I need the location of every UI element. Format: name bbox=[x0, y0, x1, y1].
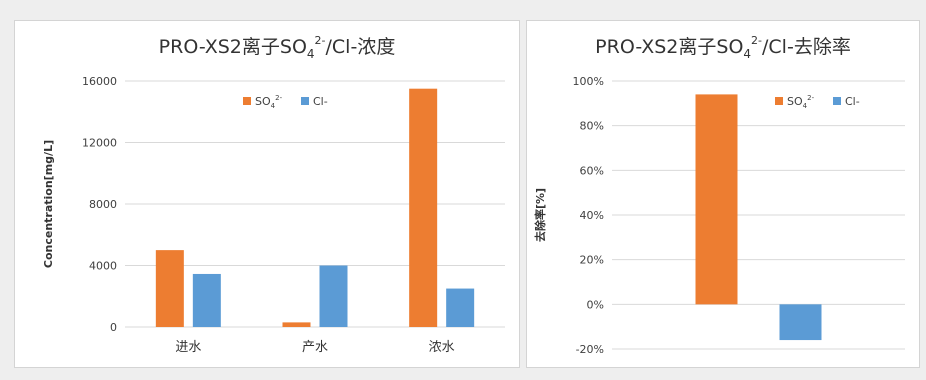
concentration-bar-cl-0 bbox=[192, 273, 221, 327]
concentration-y-tick-label: 16000 bbox=[82, 75, 117, 88]
concentration-y-tick-label: 4000 bbox=[89, 260, 117, 273]
removal-rate-chart-panel: PRO-XS2离子SO42-/Cl-去除率 -20% 0% 20% 40% 60% 80% 1… bbox=[526, 20, 920, 368]
removal-bar-cl-0 bbox=[779, 304, 822, 341]
removal-title: PRO-XS2离子SO42-/Cl-去除率 bbox=[595, 34, 851, 61]
removal-y-tick-label: 0% bbox=[587, 298, 604, 311]
removal-legend-swatch-cl bbox=[833, 97, 841, 105]
removal-legend-swatch-so4 bbox=[775, 97, 783, 105]
removal-y-tick-label: 40% bbox=[580, 209, 604, 222]
concentration-bar-cl-2 bbox=[446, 288, 475, 327]
concentration-bar-so4-1 bbox=[282, 322, 311, 327]
concentration-bar-cl-1 bbox=[319, 265, 348, 327]
concentration-chart: PRO-XS2离子SO42-/Cl-浓度 0 4000 8000 12000 16000 C… bbox=[42, 34, 505, 355]
concentration-chart-panel: PRO-XS2离子SO42-/Cl-浓度 0 4000 8000 12000 16000 C… bbox=[14, 20, 520, 368]
concentration-category-label: 产水 bbox=[302, 340, 328, 355]
removal-y-axis-title: 去除率[%] bbox=[533, 188, 547, 242]
removal-y-tick-label: 20% bbox=[580, 254, 604, 267]
removal-rate-chart: PRO-XS2离子SO42-/Cl-去除率 -20% 0% 20% 40% 60% 80% 1… bbox=[533, 34, 905, 356]
concentration-title: PRO-XS2离子SO42-/Cl-浓度 bbox=[159, 34, 396, 61]
concentration-y-axis-title: Concentration[mg/L] bbox=[42, 140, 55, 268]
concentration-legend-label-so4: SO42- bbox=[255, 94, 283, 110]
concentration-bar-so4-0 bbox=[155, 250, 184, 327]
concentration-bar-so4-2 bbox=[409, 88, 438, 327]
concentration-y-tick-label: 8000 bbox=[89, 198, 117, 211]
concentration-y-tick-label: 12000 bbox=[82, 137, 117, 150]
concentration-legend-swatch-cl bbox=[301, 97, 309, 105]
removal-y-tick-label: 80% bbox=[580, 120, 604, 133]
removal-legend-label-so4: SO42- bbox=[787, 94, 815, 110]
removal-legend-label-cl: Cl- bbox=[845, 95, 860, 108]
concentration-category-label: 进水 bbox=[175, 340, 201, 355]
concentration-y-tick-label: 0 bbox=[110, 321, 117, 334]
concentration-legend-swatch-so4 bbox=[243, 97, 251, 105]
removal-y-tick-label: 100% bbox=[573, 75, 604, 88]
removal-y-tick-label: 60% bbox=[580, 164, 604, 177]
concentration-category-label: 浓水 bbox=[429, 340, 455, 355]
removal-bar-so4-0 bbox=[695, 94, 738, 305]
removal-y-tick-label: -20% bbox=[576, 343, 604, 356]
concentration-legend-label-cl: Cl- bbox=[313, 95, 328, 108]
